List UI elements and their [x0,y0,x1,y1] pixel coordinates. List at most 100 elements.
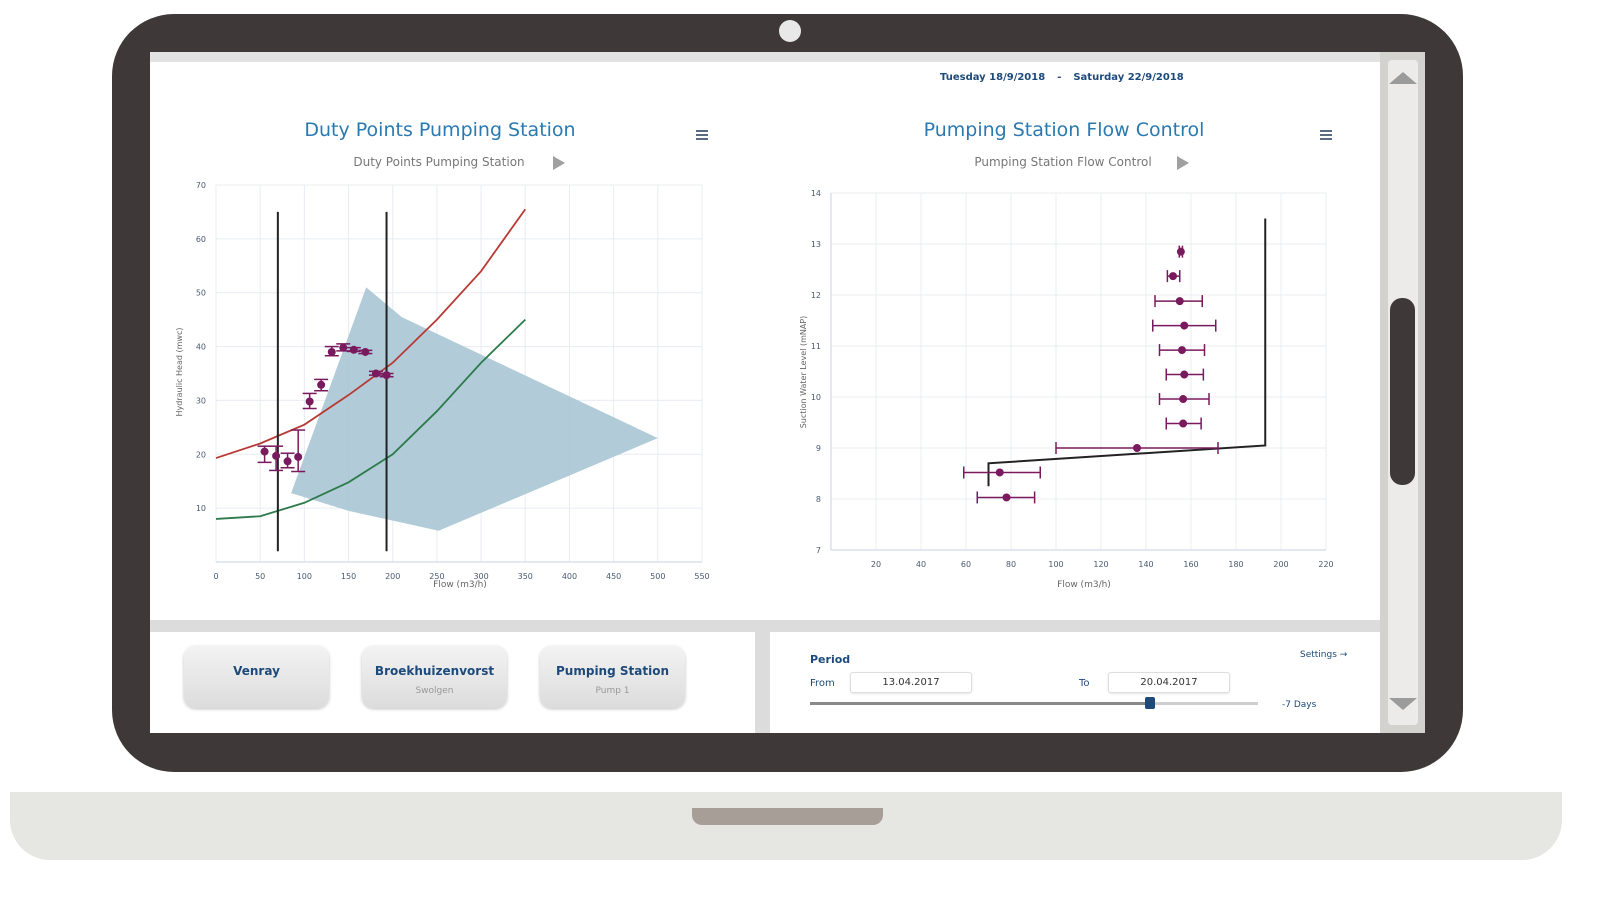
y-tick-label: 10 [811,393,821,402]
range-label: -7 Days [1282,700,1317,710]
location-name: Venray [233,664,280,678]
x-tick-label: 100 [1048,560,1063,569]
y-tick-label: 12 [811,291,821,300]
slider-handle[interactable] [1145,697,1156,709]
data-point [1158,344,1206,357]
point-marker [1180,321,1189,330]
x-tick-label: 500 [650,572,665,581]
play-icon[interactable] [553,156,565,170]
x-tick-label: 200 [1273,560,1288,569]
x-tick-label: 350 [518,572,533,581]
point-marker [260,447,269,456]
x-tick-label: 0 [213,572,218,581]
y-tick-label: 7 [816,546,821,555]
play-icon[interactable] [1177,156,1189,170]
x-tick-label: 300 [473,572,488,581]
point-marker [361,347,370,356]
x-tick-label: 160 [1183,560,1198,569]
location-name: Pumping Station [556,664,669,678]
location-sub: Swolgen [415,686,454,696]
to-date-input[interactable]: 20.04.2017 [1108,672,1230,693]
chart2-title: Pumping Station Flow Control [923,119,1205,141]
point-marker [327,347,336,356]
x-tick-label: 250 [429,572,444,581]
period-slider[interactable] [810,697,1258,709]
x-tick-label: 140 [1138,560,1153,569]
data-point [314,378,329,392]
chart2-ylabel: Suction Water Level (mNAP) [799,316,808,429]
y-tick-label: 13 [811,240,821,249]
point-marker [371,369,380,378]
x-tick-label: 180 [1228,560,1243,569]
data-point [291,429,306,473]
data-point [1176,245,1185,258]
x-tick-label: 60 [961,560,971,569]
x-tick-label: 80 [1006,560,1016,569]
to-label: To [1079,678,1090,689]
data-point [1158,393,1210,406]
data-point [346,345,361,354]
location-name: Broekhuizenvorst [374,664,495,678]
y-tick-label: 14 [811,189,821,198]
data-point [963,466,1041,479]
data-point [1165,368,1205,381]
from-date-input[interactable]: 13.04.2017 [850,672,972,693]
point-marker [1180,370,1189,379]
location-panel: Venray Broekhuizenvorst Swolgen Pumping … [150,632,756,733]
x-tick-label: 50 [255,572,265,581]
y-tick-label: 30 [196,396,206,405]
scroll-thumb[interactable] [1390,298,1415,485]
data-point [1154,295,1203,308]
point-marker [305,397,314,406]
data-point [1166,270,1181,283]
date-range: Tuesday 18/9/2018 - Saturday 22/9/2018 [940,72,1184,83]
location-button-venray[interactable]: Venray [184,646,329,708]
data-point [976,491,1036,504]
laptop-base [10,792,1562,860]
point-marker [349,345,358,354]
location-sub: Pump 1 [595,686,630,696]
green-curve [215,318,526,520]
from-label: From [810,678,835,689]
data-point [302,392,317,410]
top-strip [150,52,1380,62]
triangle-up-icon[interactable] [1389,72,1417,84]
period-panel: Period Settings → From 13.04.2017 To 20.… [770,632,1380,733]
screen: Tuesday 18/9/2018 - Saturday 22/9/2018 D… [150,52,1425,733]
data-point [379,371,394,380]
point-marker [382,371,391,380]
point-marker [1179,419,1188,428]
slider-fill [810,702,1151,705]
data-point [269,445,284,472]
laptop-notch [692,808,883,825]
chart1-ylabel: Hydraulic Head (mwc) [175,328,184,417]
y-tick-label: 70 [196,181,206,190]
point-marker [339,343,348,352]
x-tick-label: 200 [385,572,400,581]
red-curve [215,208,527,459]
x-tick-label: 100 [297,572,312,581]
data-point [1165,417,1202,430]
point-marker [1178,346,1186,355]
data-point [1152,319,1217,332]
x-tick-label: 220 [1318,560,1333,569]
scrollbar[interactable] [1380,52,1425,733]
x-tick-label: 40 [916,560,926,569]
chart1-xlabel: Flow (m3/h) [433,580,487,590]
settings-link[interactable]: Settings → [1300,650,1348,660]
point-marker [995,468,1004,477]
x-tick-label: 150 [341,572,356,581]
point-marker [272,451,281,460]
location-button-pumping-station[interactable]: Pumping Station Pump 1 [540,646,685,708]
chart2-xlabel: Flow (m3/h) [1057,580,1111,590]
triangle-down-icon[interactable] [1389,698,1417,710]
x-tick-label: 20 [871,560,881,569]
point-marker [1169,272,1177,281]
y-tick-label: 10 [196,504,206,513]
hamburger-menu-icon[interactable] [1320,130,1332,140]
hamburger-menu-icon[interactable] [696,130,708,140]
location-button-broekhuizenvorst[interactable]: Broekhuizenvorst Swolgen [362,646,507,708]
data-point [1055,442,1219,454]
y-tick-label: 9 [816,444,821,453]
y-tick-label: 50 [196,289,206,298]
